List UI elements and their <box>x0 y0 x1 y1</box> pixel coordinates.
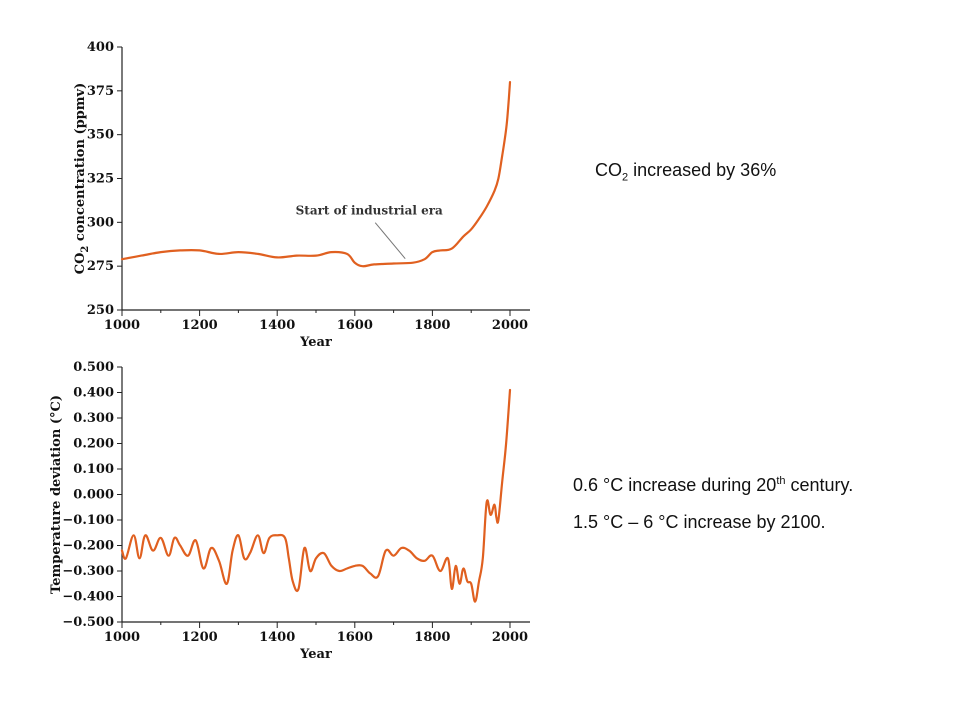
co2-y-axis-title: CO2 concentration (ppmv) <box>73 83 91 275</box>
temp-note-rest: century. <box>785 475 854 495</box>
co2-x-tick-label: 1000 <box>104 318 140 333</box>
temp-y-tick-label: 0.300 <box>73 411 114 426</box>
co2-y-title-main: CO <box>73 253 88 275</box>
temp-y-axis-title: Temperature deviation (°C) <box>49 395 64 594</box>
temp-increase-note: 0.6 °C increase during 20th century. <box>573 475 853 496</box>
temp-y-tick-label: −0.400 <box>62 590 114 605</box>
co2-note-rest: increased by 36% <box>628 160 777 180</box>
temp-projection-note: 1.5 °C – 6 °C increase by 2100. <box>573 512 826 533</box>
co2-y-tick-label: 400 <box>87 40 114 55</box>
co2-y-tick-label: 375 <box>87 84 114 99</box>
temp-x-tick-label: 1400 <box>259 630 295 645</box>
temp-note-superscript: th <box>776 475 786 487</box>
co2-note-prefix: CO <box>595 160 622 180</box>
temp-x-tick-label: 1200 <box>182 630 218 645</box>
temp-x-tick-label: 1800 <box>414 630 450 645</box>
annotation-industrial-era: Start of industrial era <box>296 204 443 218</box>
temp-y-tick-label: −0.100 <box>62 513 114 528</box>
co2-y-tick-label: 250 <box>87 303 114 318</box>
co2-x-tick-label: 1600 <box>337 318 373 333</box>
co2-y-title-sub: 2 <box>80 246 91 253</box>
temp-y-tick-label: 0.100 <box>73 462 114 477</box>
temp-series-line <box>120 388 512 603</box>
temp-y-tick-label: 0.000 <box>73 488 114 503</box>
temp-y-tick-label: −0.500 <box>62 615 114 630</box>
temp-y-tick-label: −0.300 <box>62 564 114 579</box>
temp-x-tick-label: 1600 <box>337 630 373 645</box>
co2-chart: 250 275 300 325 350 375 400 1000 1200 1400 1600 180… <box>73 40 530 350</box>
co2-x-tick-label: 2000 <box>492 318 528 333</box>
co2-x-tick-label: 1800 <box>414 318 450 333</box>
temp-projection-text: 1.5 °C – 6 °C increase by 2100. <box>573 512 826 532</box>
co2-y-tick-label: 350 <box>87 128 114 143</box>
co2-x-tick-label: 1200 <box>182 318 218 333</box>
temp-y-tick-label: 0.200 <box>73 437 114 452</box>
temp-y-tick-label: 0.500 <box>73 360 114 375</box>
co2-x-tick-label: 1400 <box>259 318 295 333</box>
co2-x-axis-title: Year <box>299 335 332 350</box>
co2-y-tick-label: 275 <box>87 259 114 274</box>
temp-x-tick-label: 2000 <box>492 630 528 645</box>
temp-y-tick-label: 0.400 <box>73 386 114 401</box>
temp-x-tick-label: 1000 <box>104 630 140 645</box>
co2-note-subscript: 2 <box>622 171 629 184</box>
temp-y-tick-label: −0.200 <box>62 539 114 554</box>
temp-x-axis-title: Year <box>299 647 332 662</box>
co2-series-line <box>120 81 512 268</box>
temp-note-prefix: 0.6 °C increase during 20 <box>573 475 777 495</box>
co2-increase-note: CO2 increased by 36% <box>595 160 776 184</box>
co2-y-tick-label: 325 <box>87 172 114 187</box>
co2-y-title-rest: concentration (ppmv) <box>73 83 88 246</box>
annotation-leader-line <box>374 222 406 259</box>
temp-chart: 0.500 0.400 0.300 0.200 0.100 0.000 −0.100 −0.2… <box>49 360 530 662</box>
co2-y-tick-label: 300 <box>87 215 114 230</box>
